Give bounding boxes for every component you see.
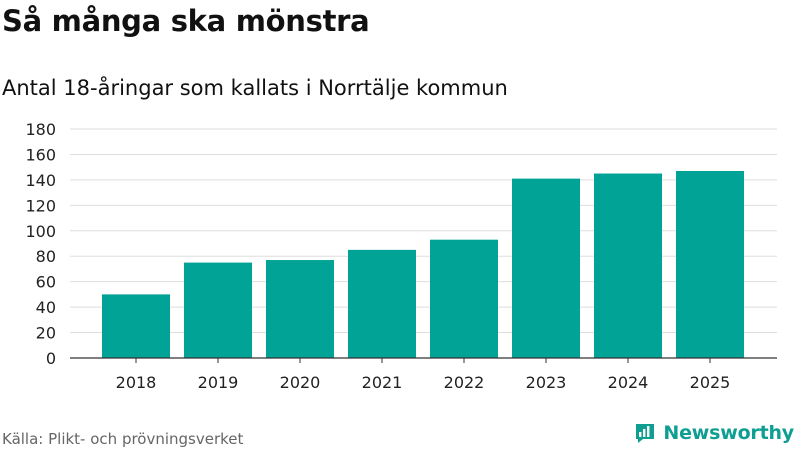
y-tick-label: 0	[46, 349, 56, 368]
x-tick-label: 2018	[116, 373, 157, 392]
bar-chart: 0 20 40 60 80 100 120 140 160 180 2018 2019 2020 2021…	[25, 120, 777, 392]
x-tick-label: 2022	[444, 373, 485, 392]
y-tick-label: 60	[36, 273, 56, 292]
source-note: Källa: Plikt- och prövningsverket	[2, 430, 244, 448]
bar	[348, 249, 416, 358]
bar	[102, 294, 170, 358]
x-tick-label: 2023	[526, 373, 567, 392]
x-tick-label: 2025	[690, 373, 731, 392]
x-tick-label: 2020	[280, 373, 321, 392]
bar	[676, 170, 744, 358]
bar	[184, 262, 252, 358]
brand-name: Newsworthy	[663, 422, 794, 444]
y-tick-label: 140	[25, 171, 56, 190]
x-tick-label: 2024	[608, 373, 649, 392]
chart-subtitle: Antal 18-åringar som kallats i Norrtälje…	[2, 76, 508, 100]
brand-logo: Newsworthy	[633, 421, 794, 445]
newsworthy-logo-icon	[636, 424, 655, 443]
y-tick-label: 40	[36, 298, 56, 317]
y-tick-label: 120	[25, 196, 56, 215]
y-tick-label: 180	[25, 120, 56, 139]
y-tick-label: 80	[36, 247, 56, 266]
y-tick-label: 160	[25, 145, 56, 164]
bar	[430, 239, 498, 358]
y-tick-label: 100	[25, 222, 56, 241]
x-tick-label: 2021	[362, 373, 403, 392]
bar	[266, 260, 334, 358]
chart-title: Så många ska mönstra	[2, 4, 370, 38]
bar	[512, 178, 580, 358]
y-tick-label: 20	[36, 324, 56, 343]
bar	[594, 173, 662, 358]
x-tick-label: 2019	[198, 373, 239, 392]
